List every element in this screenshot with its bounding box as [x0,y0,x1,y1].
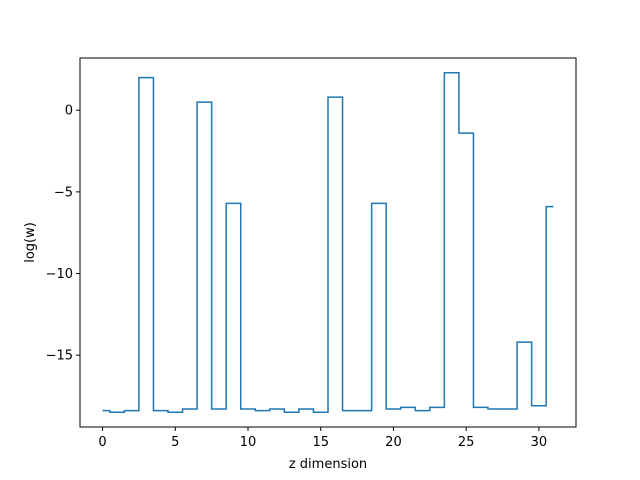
y-tick-label: −5 [54,185,73,200]
x-tick-label: 15 [312,435,329,450]
y-axis: 0 −5 −10 −15 [46,104,80,364]
x-tick-label: 25 [458,435,475,450]
y-axis-label: log(w) [23,222,38,263]
y-tick-label: −15 [46,349,73,364]
x-tick-label: 10 [240,435,257,450]
y-tick-label: 0 [65,104,73,119]
plot-frame [79,57,577,428]
x-tick-label: 30 [531,435,548,450]
x-axis-label: z dimension [289,457,367,472]
x-tick-label: 5 [171,435,179,450]
series-line [102,71,554,414]
x-tick-label: 0 [98,435,106,450]
y-tick-label: −10 [46,267,73,282]
x-axis: 0 5 10 15 20 25 30 [98,427,547,450]
x-tick-label: 20 [385,435,402,450]
series-layer [102,71,554,414]
